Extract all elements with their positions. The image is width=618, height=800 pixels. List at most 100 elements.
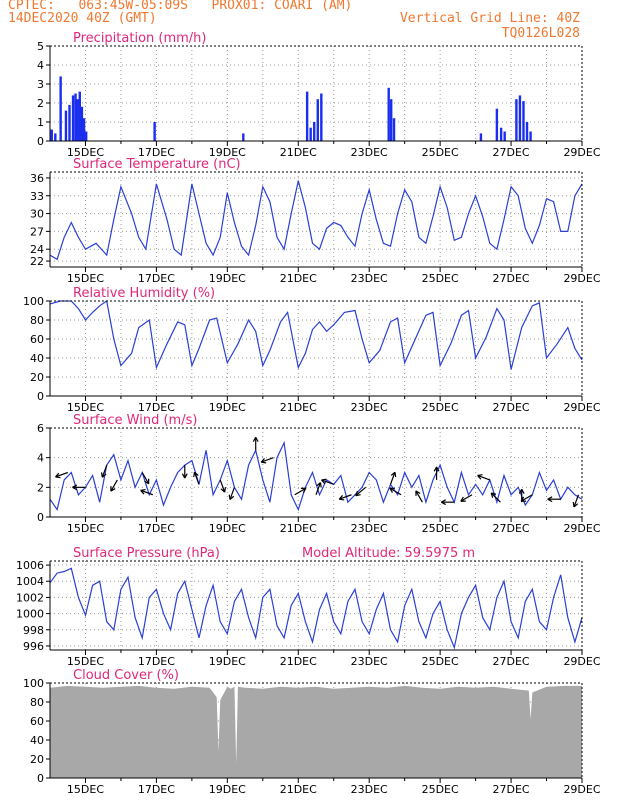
y-tick-label: 0 xyxy=(37,390,44,403)
x-tick-label: 17DEC xyxy=(138,272,175,285)
x-tick-label: 23DEC xyxy=(351,783,388,796)
x-tick-label: 15DEC xyxy=(67,783,104,796)
panel-1: 0 1 2 3 4 5 15DEC 17DEC 19DEC 21DEC 23DEC 25DEC 27DE… xyxy=(37,31,601,159)
x-tick-label: 15DEC xyxy=(67,272,104,285)
y-tick-label: 60 xyxy=(30,715,44,728)
y-tick-label: 998 xyxy=(23,624,44,637)
precip-bar xyxy=(518,95,522,141)
wind-arrow-head xyxy=(520,496,525,502)
wind-arrow-head xyxy=(194,471,199,476)
wind-arrow-head xyxy=(518,488,523,494)
panel-title: Relative Humidity (%) xyxy=(73,286,215,301)
wind-arrow-head xyxy=(55,476,61,479)
wind-arrow-head xyxy=(547,498,553,503)
x-tick-label: 27DEC xyxy=(493,655,530,668)
wind-arrow-head xyxy=(321,478,327,481)
precip-bar xyxy=(499,127,503,141)
wind-arrow xyxy=(193,471,200,485)
panel-title: Surface Pressure (hPa) xyxy=(73,546,220,561)
panel-title: Surface Temperature (nC) xyxy=(73,157,241,172)
wind-arrow-shaft xyxy=(389,471,396,485)
panel-6: 0 20 40 60 80 100 15DEC 17DEC 19DEC 21DEC 23DEC 25D… xyxy=(23,668,601,796)
wind-arrow xyxy=(433,466,440,480)
precip-bar xyxy=(242,133,245,141)
wind-arrow-shaft xyxy=(460,494,473,502)
wind-arrow-head xyxy=(415,490,421,495)
y-tick-label: 60 xyxy=(30,333,44,346)
header-model-id: TQ0126L028 xyxy=(501,26,580,41)
wind-arrow-head xyxy=(144,480,150,485)
x-tick-label: 17DEC xyxy=(138,522,175,535)
x-tick-label: 25DEC xyxy=(422,146,459,159)
header-location: CPTEC: 063:45W-05:09S PROX01: COARI (AM) xyxy=(8,0,353,13)
y-tick-label: 22 xyxy=(30,255,44,268)
precip-bar xyxy=(389,99,393,141)
x-tick-label: 21DEC xyxy=(280,401,317,414)
precip-bar xyxy=(71,95,75,141)
wind-arrow-head xyxy=(181,473,186,479)
wind-arrow-head xyxy=(184,473,188,479)
wind-arrow xyxy=(321,478,334,485)
precip-bar xyxy=(503,131,506,141)
precip-bar xyxy=(64,110,68,141)
precip-bar xyxy=(387,87,390,141)
panel-5: 996 998 1000 1002 1004 1006 15DEC 17DEC 19DEC 21D… xyxy=(16,546,601,668)
wind-arrow-head xyxy=(390,471,396,476)
wind-arrow-head xyxy=(252,436,257,442)
y-tick-label: 20 xyxy=(30,753,44,766)
x-tick-label: 23DEC xyxy=(351,272,388,285)
precip-bar xyxy=(59,76,62,141)
y-tick-label: 100 xyxy=(23,677,44,690)
series-line xyxy=(49,567,583,650)
y-tick-label: 24 xyxy=(30,243,44,256)
y-tick-label: 30 xyxy=(30,208,44,221)
wind-arrow-shaft xyxy=(415,490,423,503)
wind-arrow-head xyxy=(477,474,483,477)
wind-arrow-head xyxy=(72,484,78,488)
y-tick-label: 40 xyxy=(30,352,44,365)
wind-arrow xyxy=(252,436,259,451)
x-tick-label: 19DEC xyxy=(209,272,246,285)
wind-arrow-head xyxy=(55,472,60,478)
precip-bar xyxy=(525,122,529,141)
y-tick-label: 1002 xyxy=(16,591,44,604)
wind-arrow-head xyxy=(521,488,525,494)
wind-arrow-shaft xyxy=(229,487,235,500)
y-tick-label: 40 xyxy=(30,734,44,747)
x-tick-label: 21DEC xyxy=(280,272,317,285)
panel-title: Cloud Cover (%) xyxy=(73,668,179,683)
wind-arrow xyxy=(294,487,307,496)
y-tick-label: 6 xyxy=(37,422,44,435)
wind-arrow-head xyxy=(140,489,145,495)
x-tick-label: 27DEC xyxy=(493,783,530,796)
wind-arrow xyxy=(140,488,154,496)
wind-arrow-head xyxy=(547,496,553,500)
x-tick-label: 25DEC xyxy=(422,401,459,414)
wind-arrow-head xyxy=(441,501,446,506)
y-tick-label: 80 xyxy=(30,696,44,709)
precip-bar xyxy=(76,99,79,141)
y-tick-label: 996 xyxy=(23,640,44,653)
x-tick-label: 21DEC xyxy=(280,522,317,535)
wind-arrow-head xyxy=(460,496,464,502)
x-tick-label: 25DEC xyxy=(422,783,459,796)
wind-arrow-head xyxy=(573,503,579,508)
wind-arrow-head xyxy=(433,466,438,472)
precip-bar xyxy=(84,131,88,141)
wind-arrow-shaft xyxy=(573,494,580,508)
x-tick-label: 25DEC xyxy=(422,522,459,535)
x-tick-label: 17DEC xyxy=(138,783,175,796)
wind-arrow xyxy=(181,465,188,479)
precip-bar xyxy=(522,101,525,141)
cloud-cover-area xyxy=(50,685,582,778)
precip-bar xyxy=(50,129,53,141)
x-tick-label: 29DEC xyxy=(563,655,600,668)
x-tick-label: 27DEC xyxy=(493,522,530,535)
wind-arrow xyxy=(141,472,150,485)
precip-bar xyxy=(80,106,84,141)
x-tick-label: 19DEC xyxy=(209,783,246,796)
y-tick-label: 4 xyxy=(37,452,44,465)
wind-arrow xyxy=(315,482,322,495)
wind-arrow xyxy=(72,484,86,491)
